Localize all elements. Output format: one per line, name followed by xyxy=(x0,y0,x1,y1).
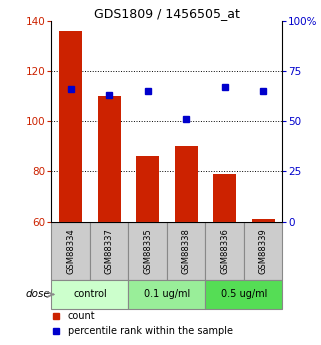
Title: GDS1809 / 1456505_at: GDS1809 / 1456505_at xyxy=(94,7,240,20)
Text: count: count xyxy=(67,311,95,321)
Bar xyxy=(51,222,90,280)
Text: GSM88339: GSM88339 xyxy=(259,228,268,274)
Bar xyxy=(252,219,275,222)
Text: control: control xyxy=(73,289,107,299)
Bar xyxy=(205,280,282,309)
Text: GSM88334: GSM88334 xyxy=(66,228,75,274)
Bar xyxy=(128,280,205,309)
Text: dose: dose xyxy=(26,289,51,299)
Bar xyxy=(136,156,159,222)
Text: 0.5 ug/ml: 0.5 ug/ml xyxy=(221,289,267,299)
Bar xyxy=(167,222,205,280)
Text: GSM88337: GSM88337 xyxy=(105,228,114,274)
Bar xyxy=(205,222,244,280)
Text: percentile rank within the sample: percentile rank within the sample xyxy=(67,326,232,336)
Text: GSM88336: GSM88336 xyxy=(220,228,229,274)
Bar xyxy=(244,222,282,280)
Bar xyxy=(213,174,236,222)
Bar xyxy=(51,280,128,309)
Bar xyxy=(128,222,167,280)
Text: GSM88338: GSM88338 xyxy=(182,228,191,274)
Bar xyxy=(98,96,121,222)
Bar xyxy=(175,146,198,222)
Bar xyxy=(90,222,128,280)
Bar xyxy=(59,31,82,222)
Text: GSM88335: GSM88335 xyxy=(143,228,152,274)
Text: 0.1 ug/ml: 0.1 ug/ml xyxy=(144,289,190,299)
